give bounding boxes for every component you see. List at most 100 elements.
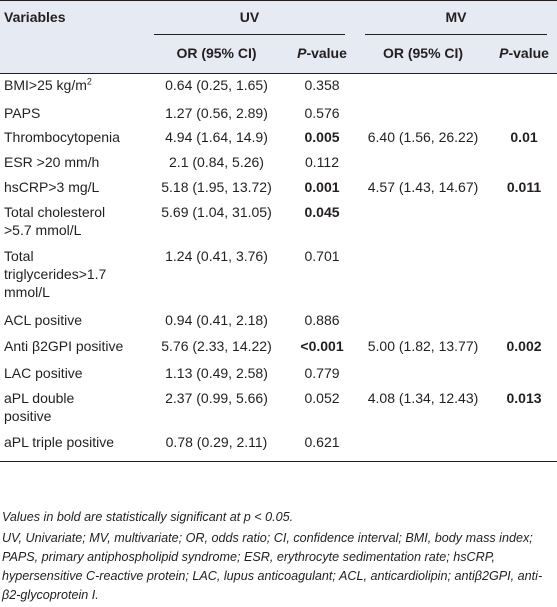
variable-cell: aPL double positive <box>0 387 144 431</box>
table-row: LAC positive 1.13 (0.49, 2.58) 0.779 <box>0 362 557 387</box>
uv-or-cell: 1.24 (0.41, 3.76) <box>165 248 268 265</box>
table-row: Thrombocytopenia 4.94 (1.64, 14.9) 0.005… <box>0 126 557 151</box>
mv-p-cell <box>491 431 557 462</box>
mv-p-cell: 0.01 <box>510 129 538 146</box>
mv-or-cell <box>355 151 491 176</box>
header-empty <box>0 35 144 74</box>
mv-or-cell: 4.08 (1.34, 12.43) <box>367 390 479 407</box>
uv-or-cell: 1.27 (0.56, 2.89) <box>165 104 268 121</box>
variable-cell: LAC positive <box>4 365 83 382</box>
uv-or-cell: 2.37 (0.99, 5.66) <box>165 390 268 407</box>
footnote-abbreviations: UV, Univariate; MV, multivariate; OR, od… <box>2 530 543 602</box>
variable-cell: PAPS <box>4 104 41 121</box>
uv-or-cell: 1.13 (0.49, 2.58) <box>165 365 268 382</box>
mv-p-cell <box>491 151 557 176</box>
table-row: PAPS 1.27 (0.56, 2.89) 0.576 <box>0 102 557 127</box>
table-row: hsCRP>3 mg/L 5.18 (1.95, 13.72) 0.001 4.… <box>0 176 557 201</box>
header-uv-or: OR (95% CI) <box>144 35 289 74</box>
table-row: aPL double positive 2.37 (0.99, 5.66) 0.0… <box>0 387 557 431</box>
uv-or-cell: 0.64 (0.25, 1.65) <box>165 77 268 93</box>
mv-p-cell <box>491 74 557 102</box>
header-mv: MV <box>355 0 557 35</box>
variable-line: Total <box>4 248 34 265</box>
mv-or-cell <box>355 201 491 245</box>
uv-p-cell: 0.886 <box>304 312 340 329</box>
variable-cell: ESR >20 mm/h <box>4 154 100 171</box>
header-row-sub: OR (95% CI) P-value OR (95% CI) P-value <box>0 35 557 74</box>
table-row: Total triglycerides>1.7 mmol/L 1.24 (0.41,… <box>0 245 557 309</box>
table-row: Total cholesterol >5.7 mmol/L 5.69 (1.04,… <box>0 201 557 245</box>
variable-line: triglycerides>1.7 <box>4 266 107 283</box>
table-row: ACL positive 0.94 (0.41, 2.18) 0.886 <box>0 309 557 335</box>
header-row-top: Variables UV MV <box>0 0 557 35</box>
mv-p-cell <box>491 201 557 245</box>
variable-cell: Thrombocytopenia <box>4 129 120 146</box>
variable-cell: aPL triple positive <box>0 431 144 462</box>
uv-or-cell: 2.1 (0.84, 5.26) <box>169 154 264 171</box>
mv-or-cell <box>355 362 491 387</box>
mv-p-cell <box>491 362 557 387</box>
uv-p-cell: 0.576 <box>304 104 340 121</box>
mv-or-cell <box>355 431 492 462</box>
uv-p-cell: 0.621 <box>289 431 356 462</box>
uv-or-cell: 0.78 (0.29, 2.11) <box>144 431 289 462</box>
header-variables: Variables <box>0 0 144 35</box>
mv-p-cell <box>491 102 557 127</box>
variable-cell: ACL positive <box>4 312 83 329</box>
variable-line: >5.7 mmol/L <box>4 222 82 239</box>
header-mv-p-rest: -value <box>508 45 549 62</box>
variable-sup: 2 <box>86 76 92 87</box>
header-uv: UV <box>144 0 356 35</box>
header-uv-p: P-value <box>289 35 356 74</box>
uv-p-cell: <0.001 <box>300 338 344 355</box>
mv-p-cell: 0.002 <box>506 338 542 355</box>
table-row: BMI>25 kg/m2 0.64 (0.25, 1.65) 0.358 <box>0 74 557 102</box>
header-uv-p-rest: -value <box>306 45 347 62</box>
table-row: Anti β2GPI positive 5.76 (2.33, 14.22) <… <box>0 335 557 362</box>
header-mv-or: OR (95% CI) <box>355 35 492 74</box>
table-row: ESR >20 mm/h 2.1 (0.84, 5.26) 0.112 <box>0 151 557 176</box>
mv-or-cell: 4.57 (1.43, 14.67) <box>367 179 479 196</box>
table-footnotes: Values in bold are statistically signifi… <box>2 508 555 606</box>
uv-p-cell: 0.045 <box>304 204 340 221</box>
table-row: aPL triple positive 0.78 (0.29, 2.11) 0.… <box>0 431 557 462</box>
uv-p-cell: 0.005 <box>304 129 340 146</box>
variable-line: Total cholesterol <box>4 204 106 221</box>
uv-or-cell: 4.94 (1.64, 14.9) <box>165 129 268 146</box>
uv-or-cell: 5.18 (1.95, 13.72) <box>161 179 272 196</box>
uv-or-cell: 5.76 (2.33, 14.22) <box>161 338 272 355</box>
variable-cell: Total triglycerides>1.7 mmol/L <box>0 245 144 309</box>
mv-or-cell <box>355 74 491 102</box>
variable-line: aPL double <box>4 390 75 407</box>
variable-cell: hsCRP>3 mg/L <box>4 179 100 196</box>
uv-p-cell: 0.779 <box>304 365 340 382</box>
uv-p-cell: 0.701 <box>304 248 340 265</box>
variable-line: positive <box>4 407 52 424</box>
uv-p-cell: 0.358 <box>304 77 340 93</box>
mv-p-cell: 0.013 <box>506 390 542 407</box>
results-table: Variables UV MV OR (95% CI) P-value OR (… <box>0 0 557 462</box>
footnote-significance: Values in bold are statistically signifi… <box>2 510 294 524</box>
header-uv-p-italic: P <box>297 45 307 62</box>
mv-or-cell: 5.00 (1.82, 13.77) <box>367 338 479 355</box>
mv-or-cell <box>355 102 491 127</box>
uv-p-cell: 0.001 <box>304 179 340 196</box>
mv-p-cell <box>491 309 557 335</box>
mv-or-cell <box>355 245 491 309</box>
variable-cell: Anti β2GPI positive <box>4 338 124 355</box>
variable-cell: BMI>25 kg/m2 <box>0 74 144 102</box>
uv-or-cell: 5.69 (1.04, 31.05) <box>161 204 272 221</box>
uv-or-cell: 0.94 (0.41, 2.18) <box>165 312 268 329</box>
mv-p-cell <box>491 245 557 309</box>
header-mv-p: P-value <box>491 35 557 74</box>
mv-p-cell: 0.011 <box>506 179 542 196</box>
uv-p-cell: 0.052 <box>304 390 340 407</box>
mv-or-cell <box>355 309 491 335</box>
mv-or-cell: 6.40 (1.56, 26.22) <box>367 129 479 146</box>
variable-text: BMI>25 kg/m <box>4 77 87 93</box>
uv-p-cell: 0.112 <box>305 154 339 171</box>
variable-cell: Total cholesterol >5.7 mmol/L <box>0 201 144 245</box>
header-mv-p-italic: P <box>499 45 509 62</box>
variable-line: mmol/L <box>4 283 50 300</box>
